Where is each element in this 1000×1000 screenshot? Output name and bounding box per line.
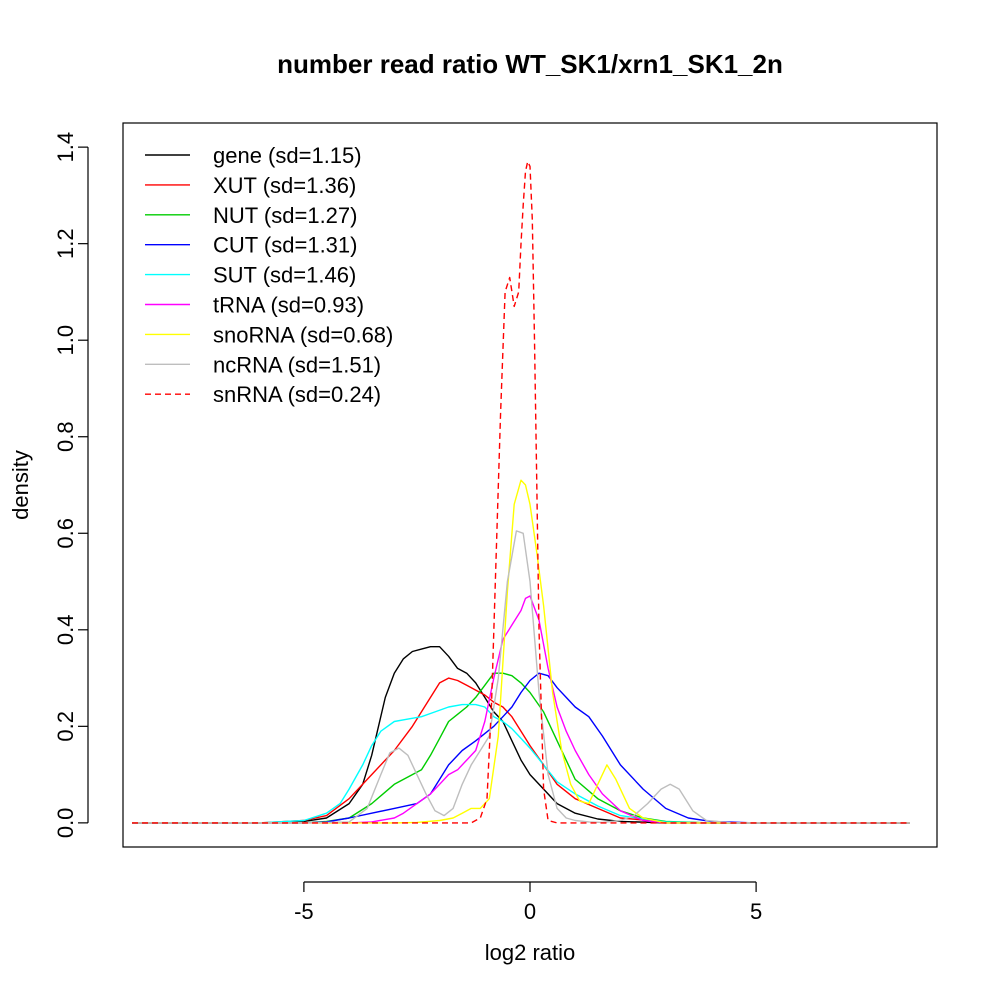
series-line-4 [132,703,910,824]
y-tick-label: 1.2 [53,228,78,259]
legend-label: XUT (sd=1.36) [213,173,356,198]
series-line-3 [132,672,910,824]
series-line-5 [132,595,910,824]
x-tick-label: -5 [294,899,314,924]
series-layer [132,160,910,824]
axes: -5 0 5 0.0 0.2 0.4 0.6 0.8 1.0 1.2 1.4 [53,132,762,924]
legend-label: snoRNA (sd=0.68) [213,322,393,347]
series-line-7 [132,530,910,824]
y-axis-label: density [8,450,33,520]
y-tick-label: 0.8 [53,421,78,452]
plot-frame [122,122,938,848]
chart-title: number read ratio WT_SK1/xrn1_SK1_2n [277,49,783,79]
x-tick-label: 0 [524,899,536,924]
legend-label: CUT (sd=1.31) [213,233,357,258]
legend: gene (sd=1.15) XUT (sd=1.36) NUT (sd=1.27)… [145,143,393,407]
legend-label: tRNA (sd=0.93) [213,293,364,318]
series-line-0 [132,646,910,824]
y-tick-label: 0.6 [53,518,78,549]
y-tick-label: 0.4 [53,615,78,646]
x-axis-label: log2 ratio [485,940,576,965]
legend-label: gene (sd=1.15) [213,143,362,168]
y-tick-label: 1.0 [53,325,78,356]
legend-label: SUT (sd=1.46) [213,263,356,288]
legend-label: ncRNA (sd=1.51) [213,352,381,377]
legend-label: NUT (sd=1.27) [213,203,357,228]
legend-label: snRNA (sd=0.24) [213,382,381,407]
series-line-6 [132,479,910,824]
y-tick-label: 1.4 [53,132,78,163]
series-line-8 [132,160,910,824]
y-tick-label: 0.0 [53,808,78,839]
y-tick-label: 0.2 [53,711,78,742]
x-tick-label: 5 [750,899,762,924]
